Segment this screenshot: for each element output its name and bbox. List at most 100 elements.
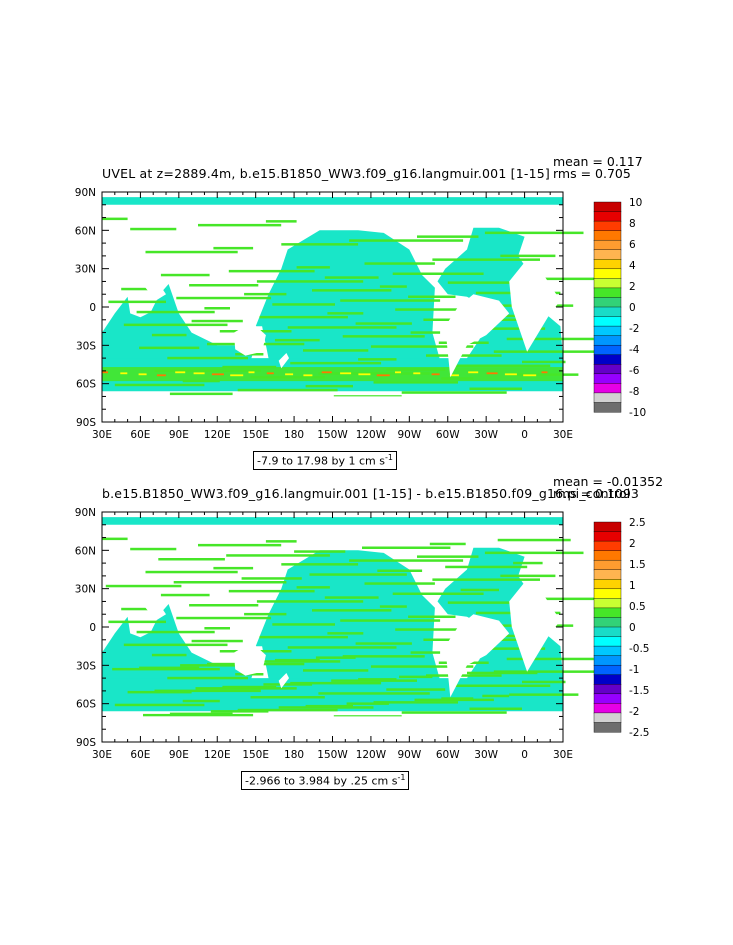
rms-stat: rms = 0.705	[553, 166, 631, 181]
y-tick-label: 90S	[76, 737, 96, 749]
field-streak	[392, 272, 484, 275]
colorbar-swatch	[593, 559, 622, 571]
field-streak	[237, 388, 338, 392]
field-streak	[108, 620, 166, 624]
acc-streak	[358, 373, 371, 376]
field-streak	[130, 547, 177, 551]
y-tick-label: 60N	[75, 225, 96, 237]
field-streak	[143, 713, 254, 717]
field-streak	[349, 239, 464, 242]
colorbar-swatch	[593, 598, 622, 609]
colorbar-label: -10	[629, 407, 646, 419]
field-streak	[250, 696, 325, 699]
field-streak	[506, 337, 594, 341]
acc-streak	[340, 372, 352, 375]
colorbar-swatch	[593, 607, 622, 618]
field-streak	[296, 586, 330, 589]
y-tick-label: 90N	[75, 507, 96, 519]
field-streak	[469, 387, 522, 390]
field-streak	[408, 615, 456, 618]
field-streak	[324, 596, 379, 599]
land-mask	[445, 614, 510, 698]
x-tick-label: 60W	[436, 429, 460, 441]
heatmap-plot: 30E 60E 90E 120E 150E 180 150W 120W 90W 60W 30W 0 30…	[75, 507, 650, 761]
field-streak	[244, 292, 287, 296]
colorbar-swatch	[593, 392, 622, 403]
field-streak	[395, 308, 469, 311]
field-streak	[136, 630, 215, 634]
colorbar-swatch	[593, 703, 622, 714]
colorbar-label: 0.5	[629, 601, 646, 613]
field-streak	[417, 555, 479, 558]
x-tick-label: 60W	[436, 749, 460, 761]
field-streak	[401, 711, 507, 714]
field-streak	[123, 643, 228, 647]
field-streak	[228, 269, 315, 273]
field-streak	[139, 346, 200, 350]
colorbar-label: -4	[629, 344, 640, 356]
field-streak	[414, 698, 494, 702]
mean-stat: mean = -0.01352	[553, 474, 664, 489]
y-tick-label: 30S	[76, 660, 96, 672]
field-streak	[274, 338, 320, 342]
field-streak	[497, 538, 571, 542]
field-streak	[244, 612, 287, 616]
field-streak	[460, 588, 499, 592]
acc-streak	[193, 372, 205, 375]
field-streak	[364, 262, 435, 265]
field-streak	[189, 604, 259, 607]
field-streak	[195, 687, 297, 690]
acc-streak	[303, 374, 313, 377]
y-tick-label: 60S	[76, 699, 96, 711]
colorbar-label: -2	[629, 706, 639, 718]
colorbar-label: -1.5	[629, 685, 650, 697]
field-streak	[102, 217, 128, 221]
field-streak	[324, 276, 379, 279]
x-tick-label: 0	[521, 429, 528, 441]
acc-streak	[175, 371, 186, 374]
x-tick-label: 90E	[169, 749, 189, 761]
colorbar-swatch	[593, 335, 622, 346]
colorbar-label: 1	[629, 580, 636, 592]
field-streak	[237, 708, 338, 712]
colorbar-swatch	[593, 550, 622, 561]
field-streak	[176, 296, 272, 300]
acc-streak	[285, 373, 294, 376]
acc-streak	[486, 372, 498, 375]
x-tick-label: 150E	[242, 429, 269, 441]
field-streak	[327, 312, 364, 315]
land-mask	[445, 294, 510, 378]
colorbar-swatch	[593, 569, 622, 580]
rms-stat: rms = 0.1093	[553, 486, 639, 501]
field-streak	[349, 559, 464, 562]
field-streak	[102, 537, 128, 541]
colorbar-swatch	[593, 383, 622, 394]
x-tick-label: 150E	[242, 749, 269, 761]
x-tick-label: 60E	[130, 429, 150, 441]
x-tick-label: 150W	[317, 749, 348, 761]
field-streak	[447, 281, 512, 284]
field-streak	[191, 319, 243, 323]
field-streak	[256, 600, 364, 603]
field-streak	[204, 307, 230, 310]
field-streak	[241, 577, 302, 580]
field-streak	[491, 314, 533, 318]
x-tick-label: 30W	[474, 749, 498, 761]
colorbar-label: 0	[629, 622, 636, 634]
field-streak	[145, 570, 238, 574]
y-tick-label: 60N	[75, 545, 96, 557]
colorbar-label: -6	[629, 365, 640, 377]
colorbar-swatch	[593, 655, 622, 666]
field-streak	[445, 565, 528, 569]
colorbar-swatch	[593, 268, 622, 279]
x-tick-label: 120W	[356, 429, 387, 441]
colorbar-swatch	[593, 402, 622, 413]
field-streak	[136, 310, 215, 314]
colorbar-swatch	[593, 693, 622, 704]
field-streak	[522, 360, 566, 364]
colorbar-swatch	[593, 722, 622, 733]
field-streak	[145, 250, 238, 254]
caption-text: -2.966 to 3.984 by .25 cm s	[245, 774, 398, 788]
field-streak	[226, 554, 330, 557]
field-streak	[312, 289, 392, 292]
